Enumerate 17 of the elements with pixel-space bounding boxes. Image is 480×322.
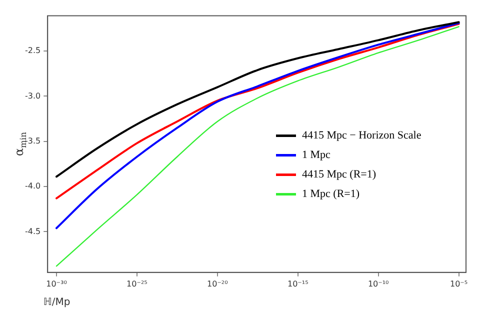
line-series xyxy=(56,26,460,267)
y-tick-label: -2.5 xyxy=(25,46,41,56)
y-tick-label: -3.0 xyxy=(25,91,41,100)
x-tick-label: 10⁻¹⁵ xyxy=(287,279,308,288)
legend-label: 1 Mpc xyxy=(302,149,331,162)
x-tick-label: 10⁻²⁵ xyxy=(126,279,148,288)
legend-label: 1 Mpc (R=1) xyxy=(302,188,360,200)
x-tick-label: 10⁻³⁰ xyxy=(46,279,67,288)
legend-label: 4415 Mpc (R=1) xyxy=(302,168,376,181)
legend-label: 4415 Mpc − Horizon Scale xyxy=(302,130,422,142)
x-tick-label: 10⁻¹⁰ xyxy=(368,279,389,288)
x-axis-title: ℍ/Mp xyxy=(43,296,70,308)
x-tick-label: 10⁻²⁰ xyxy=(207,279,228,288)
y-tick-label: -3.5 xyxy=(25,136,41,146)
x-tick-label: 10⁻⁵ xyxy=(450,279,468,288)
y-tick-label: -4.5 xyxy=(25,226,41,236)
y-tick-label: -4.0 xyxy=(25,182,41,191)
